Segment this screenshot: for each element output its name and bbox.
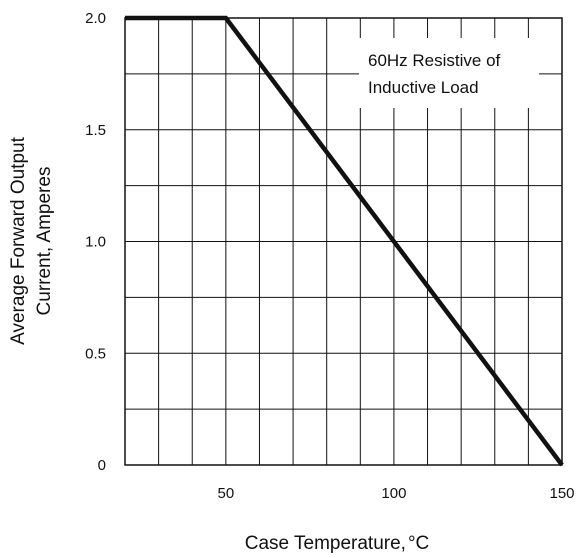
annotation-line-2: Inductive Load [368,78,479,97]
y-tick-label: 0.5 [85,345,106,362]
y-tick-label: 1.0 [85,234,106,251]
y-tick-label: 2.0 [85,10,106,27]
annotation-background [359,38,539,108]
x-tick-labels: 50 100 150 [218,485,575,502]
x-axis-title: Case Temperature, °C [245,533,430,554]
annotation-box: 60Hz Resistive of Inductive Load [359,38,539,108]
x-tick-label: 50 [218,485,235,502]
x-tick-label: 100 [381,485,406,502]
y-tick-label: 0 [98,457,106,474]
series-layer [125,15,564,467]
plot-frame [124,17,563,466]
y-tick-labels: 2.0 1.5 1.0 0.5 0 [85,10,106,474]
y-tick-label: 1.5 [85,122,106,139]
y-axis-title: Average Forward Output Current, Amperes [8,136,55,344]
y-axis-title-line-2: Current, Amperes [34,167,55,316]
y-axis-title-line-1: Average Forward Output [8,136,29,344]
x-tick-label: 150 [549,485,574,502]
x-axis-unit: °C [408,533,429,554]
annotation-line-1: 60Hz Resistive of [368,51,501,70]
series-line [125,15,564,467]
x-axis-title-text: Case Temperature, [245,533,406,554]
